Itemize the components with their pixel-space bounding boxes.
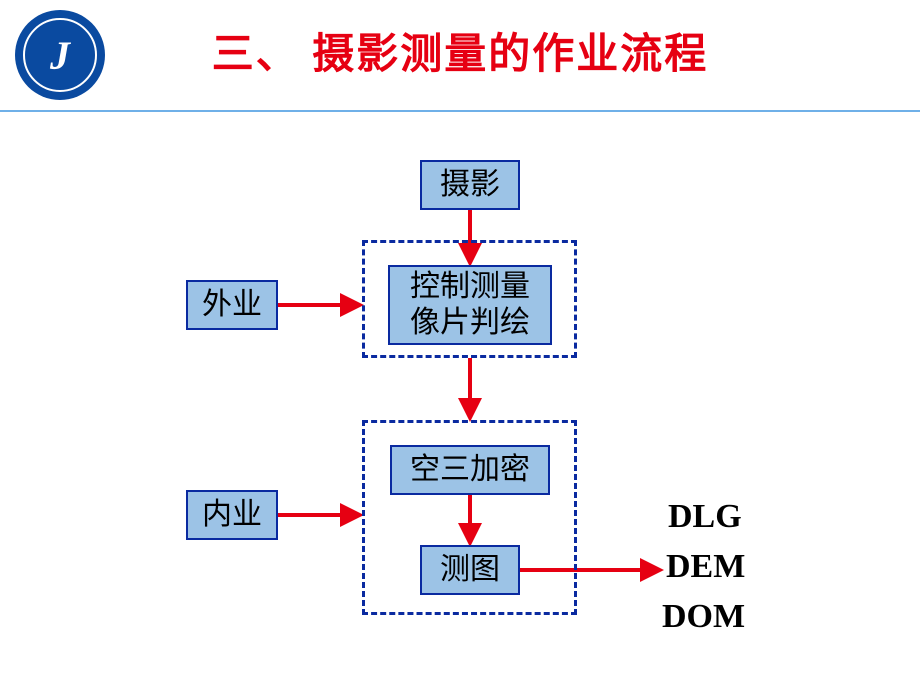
node-label: 外业 [202, 287, 262, 323]
output-dlg: DLG [668, 498, 742, 536]
node-label: 测图 [440, 552, 500, 588]
node-label: 控制测量 像片判绘 [410, 269, 530, 341]
node-label: 摄影 [440, 167, 500, 203]
node-mapping: 测图 [420, 545, 520, 595]
node-control-survey: 控制测量 像片判绘 [388, 265, 552, 345]
output-dom: DOM [662, 598, 745, 636]
page-title: 三、 摄影测量的作业流程 [0, 20, 920, 81]
node-field-work: 外业 [186, 280, 278, 330]
node-label: 内业 [202, 497, 262, 533]
node-photo: 摄影 [420, 160, 520, 210]
node-office-work: 内业 [186, 490, 278, 540]
node-label: 空三加密 [410, 452, 530, 488]
divider [0, 110, 920, 112]
output-dem: DEM [666, 548, 745, 586]
node-aerotriangulation: 空三加密 [390, 445, 550, 495]
